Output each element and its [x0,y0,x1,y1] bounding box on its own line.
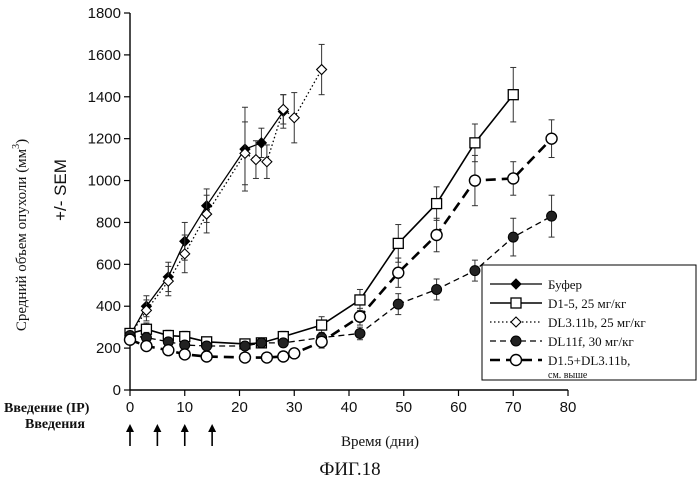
x-tick-label: 30 [286,399,303,416]
data-point [256,138,266,148]
series-3 [125,44,327,340]
figure-caption: ФИГ.18 [319,459,380,480]
y-tick-label: 600 [96,256,121,273]
data-point [393,267,404,278]
data-point [278,351,289,362]
y-axis-label-close: ) [14,139,30,144]
y-axis-label-sem: +/- SEM [51,159,70,221]
data-point [202,341,212,351]
y-axis-label-main: Средний объем опухоли (мм [14,148,30,331]
data-point [354,311,365,322]
series-line [130,95,513,344]
y-tick-label: 1600 [88,47,121,64]
x-tick-label: 0 [126,399,134,416]
legend-entry-label: DL3.11b, 25 мг/кг [548,315,646,330]
data-point [393,238,403,248]
data-point [317,320,327,330]
data-point [289,113,299,123]
legend-entry-label: D1-5, 25 мг/кг [548,296,626,311]
data-point [317,65,327,75]
data-point [240,341,250,351]
data-point [547,211,557,221]
data-point [508,173,519,184]
y-tick-label: 0 [113,382,121,399]
legend: Буфер D1-5, 25 мг/кг DL3.11b, 25 мг/кг DL11… [482,265,696,381]
legend-entry-label-line2: см. выше [548,370,588,381]
series-line [130,70,322,336]
y-tick-label: 1200 [88,131,121,148]
x-tick-label: 40 [341,399,358,416]
data-point [470,138,480,148]
data-point [289,348,300,359]
data-point [141,341,152,352]
data-point [508,232,518,242]
y-tick-label: 1400 [88,89,121,106]
administration-arrow-head [181,424,189,432]
legend-entry-label: Буфер [548,277,582,292]
legend-marker [511,298,521,308]
data-point [316,336,327,347]
data-point [278,338,288,348]
y-tick-label: 1000 [88,173,121,190]
data-point [432,284,442,294]
administration-arrow-head [208,424,216,432]
data-point [470,266,480,276]
data-point [262,157,272,167]
data-point [546,133,557,144]
legend-entry-label: D1.5+DL3.11b, [548,353,630,368]
data-point [469,175,480,186]
y-tick-label: 1800 [88,5,121,22]
x-tick-label: 20 [231,399,248,416]
data-point [239,352,250,363]
x-tick-label: 50 [395,399,412,416]
x-tick-label: 60 [450,399,467,416]
data-point [432,199,442,209]
x-tick-label: 70 [505,399,522,416]
admin-label-line2: Введения [25,417,85,432]
data-point [251,155,261,165]
data-point [163,345,174,356]
data-point [261,352,272,363]
legend-marker [511,336,521,346]
administration-arrows [126,424,216,446]
y-tick-label: 400 [96,298,121,315]
legend-entry-label: DL11f, 30 мг/кг [548,334,634,349]
x-tick-label: 80 [560,399,577,416]
x-tick-label: 10 [176,399,193,416]
administration-arrow-head [126,424,134,432]
data-point [201,351,212,362]
data-point [355,328,365,338]
y-tick-label: 800 [96,214,121,231]
y-tick-label: 200 [96,340,121,357]
data-point [179,349,190,360]
series-2 [125,67,518,348]
data-point [508,90,518,100]
data-point [256,338,266,348]
y-axis-label: Средний объем опухоли (мм3) [11,139,30,331]
data-point [355,295,365,305]
administration-arrow-head [153,424,161,432]
legend-marker [511,355,522,366]
data-point [393,299,403,309]
data-point [431,230,442,241]
admin-label-line1: Введение (IP) [4,401,90,416]
x-axis-label: Время (дни) [341,434,419,450]
data-point [125,334,136,345]
